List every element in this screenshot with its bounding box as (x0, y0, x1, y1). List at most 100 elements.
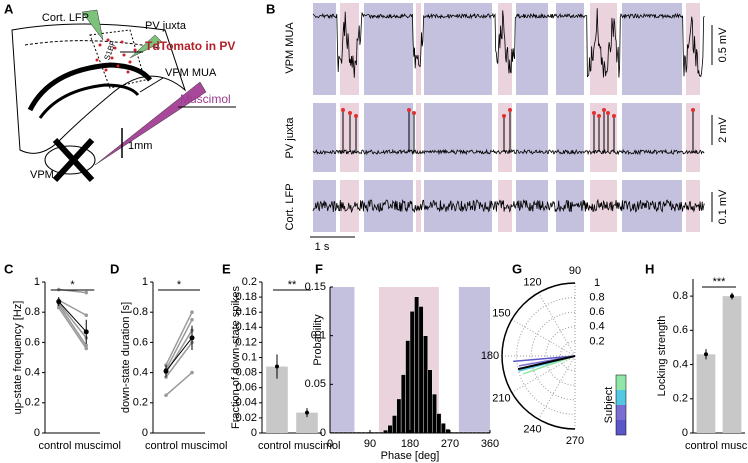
panel-letter: C (4, 261, 14, 276)
label: Cort. LFP (42, 12, 89, 24)
mean-line (165, 337, 193, 372)
down-state-shade (556, 3, 584, 95)
y-tick-label: 0.14 (236, 321, 257, 333)
x-tick-label: 360 (481, 438, 499, 450)
theta-grid (511, 319, 576, 357)
polar-frame (501, 282, 576, 430)
bar-point (275, 364, 279, 369)
x-tick-label: control (145, 440, 178, 452)
significance-label: * (70, 279, 75, 291)
histogram-bar (423, 335, 428, 434)
spike-marker (407, 108, 411, 112)
theta-grid (538, 355, 576, 420)
subject-line (58, 304, 87, 346)
phase-shade (330, 287, 355, 433)
up-state-shade (498, 180, 512, 232)
label: S1BF (102, 39, 117, 61)
label: VPM MUA (165, 67, 217, 79)
trace (312, 148, 705, 156)
scale-label: 0.5 mV (717, 27, 729, 63)
panel-letter: E (222, 261, 231, 276)
significance-label: ** (288, 279, 297, 291)
panel-letter: B (266, 1, 275, 16)
panel-letter: H (645, 261, 654, 276)
subject-line (58, 302, 87, 339)
y-tick-label: 0.12 (236, 336, 257, 348)
subject-point (56, 305, 61, 310)
r-grid (559, 340, 576, 372)
spike-marker (354, 114, 358, 118)
up-state-shade (416, 3, 421, 95)
subject-vector (513, 355, 576, 363)
pointer (139, 77, 164, 93)
x-tick-label: 270 (441, 438, 459, 450)
y-axis-label: Fraction of down-state spikes (230, 285, 242, 429)
theta-tick-label: 90 (569, 265, 581, 277)
histogram-bar (414, 296, 420, 434)
panel-letter: A (4, 1, 14, 16)
theta-tick-label: 210 (492, 392, 510, 404)
subject-line (165, 372, 193, 396)
spike-marker (348, 111, 352, 115)
mean-point (83, 329, 89, 335)
histogram-bar (445, 428, 451, 434)
histogram-bar (436, 413, 442, 434)
mean-point (163, 368, 169, 374)
x-tick-label: 90 (364, 438, 376, 450)
scale-label: 1 s (315, 241, 330, 253)
r-tick-label: 0.6 (589, 306, 604, 318)
trace (312, 198, 705, 214)
spike-marker (508, 108, 512, 112)
y-tick-label: 0.1 (242, 351, 257, 363)
subject-point (84, 346, 89, 351)
spike-marker (602, 108, 606, 112)
theta-tick-label: 120 (523, 276, 541, 288)
theta-tick-label: 180 (481, 350, 499, 362)
bar-point (730, 294, 734, 299)
lfp-electrode (81, 9, 104, 41)
bar (266, 366, 288, 433)
hippocampus (38, 83, 140, 119)
subject-line (58, 307, 87, 349)
spike-marker (597, 114, 601, 118)
row-label: PV juxta (284, 117, 296, 159)
subject-line (165, 341, 193, 378)
down-state-shade (313, 103, 336, 172)
y-tick-label: 0.8 (673, 290, 688, 302)
bar-point (305, 410, 309, 415)
up-state-shade (590, 3, 617, 95)
y-tick-label: 0.4 (673, 358, 688, 370)
x-tick-label: control (685, 440, 718, 452)
up-state-shade (498, 103, 512, 172)
label: VPM (30, 169, 54, 181)
panel-letter: G (512, 261, 522, 276)
y-tick-label: 0.1 (311, 330, 326, 342)
subject-point (190, 370, 194, 375)
y-tick-label: 0.2 (242, 276, 257, 288)
theta-grid (511, 355, 576, 393)
theta-grid (538, 292, 576, 357)
down-state-shade (313, 3, 336, 95)
y-tick-label: 0.2 (25, 397, 40, 409)
scale-label: 2 mV (717, 117, 729, 143)
x-tick-label: muscimol (721, 440, 748, 452)
histogram-bar (418, 306, 424, 434)
theta-tick-label: 240 (523, 424, 541, 436)
mean-line (58, 301, 87, 333)
mean-point (56, 299, 62, 305)
y-tick-label: 0.4 (25, 367, 40, 379)
y-tick-label: 0.8 (25, 306, 40, 318)
down-state-shade (622, 3, 682, 95)
y-tick-label: 0.08 (236, 367, 257, 379)
y-tick-label: 0 (142, 427, 148, 439)
row-label: Cort. LFP (284, 183, 296, 230)
y-tick-label: 0.4 (133, 367, 148, 379)
label: 1mm (128, 140, 152, 152)
subject-line (165, 319, 193, 370)
spike-marker (691, 108, 695, 112)
y-tick-label: 1 (34, 276, 40, 288)
bar (722, 296, 742, 433)
colorbar-cell (616, 405, 626, 420)
y-tick-label: 0.8 (133, 306, 148, 318)
y-tick-label: 1 (142, 276, 148, 288)
